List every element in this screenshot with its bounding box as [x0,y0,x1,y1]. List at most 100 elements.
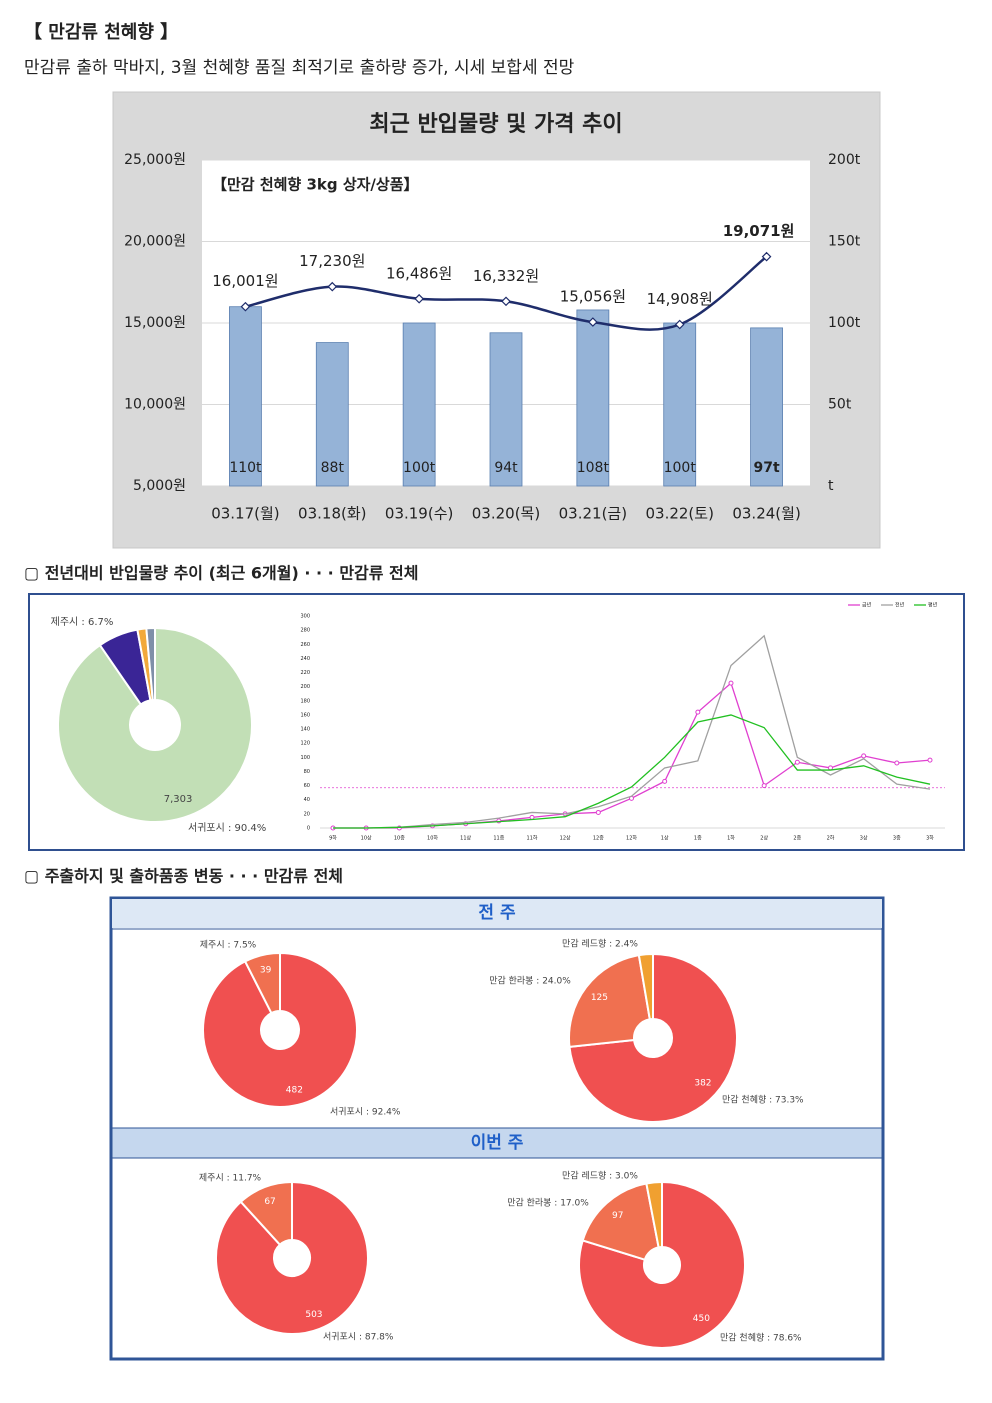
x-tick-label: 3하 [926,835,934,842]
series-line [333,714,931,829]
x-tick-label: 03.18(화) [298,505,366,523]
bar [576,309,610,487]
x-tick-label: 10하 [427,835,438,842]
slice [637,952,654,1021]
section-heading: ▢ 전년대비 반입물량 추이 (최근 6개월) · · · 만감류 전체 [24,564,419,583]
point [695,709,701,715]
subtitle: 만감류 출하 막바지, 3월 천혜향 품질 최적기로 출하량 증가, 시세 보합… [24,58,575,78]
bar-label: 100t [403,460,436,476]
point-label: 16,001원 [212,272,278,290]
point [327,281,338,292]
point [588,317,598,327]
bar-label: 108t [577,460,610,476]
point [927,757,933,763]
slice [581,1182,660,1261]
panel-title: 전 주 [478,903,516,923]
y-tick-label: 20,000원 [124,234,186,250]
slice [202,951,358,1108]
point-label: 16,486원 [386,264,452,282]
slice-label: 서귀포시 : 92.4% [330,1107,401,1118]
slice-value: 7,303 [164,794,193,805]
x-tick-label: 1하 [727,835,735,842]
title: 【 만감류 천혜향 】 [24,22,178,43]
slice-value: 39 [260,966,272,976]
bar-label: 100t [664,460,697,476]
point [501,296,511,307]
bar [229,306,262,487]
x-tick-label: 03.21(금) [559,505,627,523]
slice-label: 만감 한라봉 : 24.0% [489,975,571,987]
x-tick-label: 12중 [593,836,604,842]
bar-label: 110t [229,460,262,476]
point [662,778,668,784]
slice-label: 만감 한라봉 : 17.0% [507,1197,589,1209]
x-tick-label: 1중 [694,836,702,842]
y2-tick-label: 100t [828,315,861,331]
chart-label: 【만감 천혜향 3kg 상자/상품】 [212,176,419,194]
y2-tick-label: t [828,478,834,494]
x-tick-label: 03.19(수) [385,505,453,523]
slice-value: 125 [591,993,608,1003]
slice-label: 만감 레드향 : 3.0% [562,1170,638,1182]
y-tick-label: 15,000원 [124,315,186,331]
y-tick-label: 5,000원 [133,478,186,494]
point [761,251,772,262]
y-tick-label: 80 [304,769,310,775]
slice-value: 382 [694,1078,711,1088]
slice-value: 503 [305,1310,322,1320]
point [414,293,424,304]
bar [489,332,523,487]
panel-title: 이번 주 [471,1133,524,1153]
y-tick-label: 240 [300,656,310,662]
x-tick-label: 10중 [394,836,405,842]
slice [57,626,253,823]
legend-label: 전년 [895,602,905,609]
panel-header [112,899,882,928]
slice [568,954,651,1048]
y-tick-label: 220 [300,670,310,676]
slice [645,1180,663,1249]
x-tick-label: 03.17(월) [211,505,279,523]
y-tick-label: 100 [300,755,310,761]
bar-label: 88t [321,460,345,476]
x-tick-label: 3중 [893,836,901,842]
point [728,680,734,686]
y-tick-label: 0 [307,826,310,832]
slice-label: 만감 천혜향 : 78.6% [720,1332,802,1344]
y2-tick-label: 50t [828,397,852,413]
point-label: 17,230원 [299,252,365,270]
y-tick-label: 25,000원 [124,152,186,168]
point [240,301,251,312]
point-label: 16,332원 [473,267,539,285]
slice-label: 만감 레드향 : 2.4% [562,938,638,950]
point-label: 15,056원 [560,288,626,306]
x-tick-label: 12상 [560,835,571,842]
slice [145,626,156,702]
y-tick-label: 10,000원 [124,397,186,413]
x-tick-label: 11중 [493,836,504,842]
panel-header [111,1127,883,1159]
x-tick-label: 2중 [793,836,801,842]
legend-label: 평년 [928,602,938,609]
chart-title: 최근 반입물량 및 가격 추이 [369,112,622,137]
x-tick-label: 3상 [860,835,868,842]
x-tick-label: 2상 [760,835,768,842]
bar [663,322,697,487]
y-tick-label: 260 [300,642,310,648]
x-tick-label: 03.24(월) [732,505,800,523]
x-tick-label: 11하 [527,835,538,842]
bar [750,327,783,487]
slice-label: 서귀포시 : 87.8% [323,1332,394,1343]
x-tick-label: 1상 [661,835,669,842]
y-tick-label: 140 [300,727,310,733]
slice-value: 97 [612,1211,623,1221]
slice [243,951,281,1015]
slice-label: 제주시 : 6.7% [51,616,114,628]
bar-label: 97t [753,460,779,476]
y-tick-label: 120 [300,741,310,747]
point [861,753,867,759]
point [595,809,601,815]
x-tick-label: 03.22(토) [645,505,713,523]
